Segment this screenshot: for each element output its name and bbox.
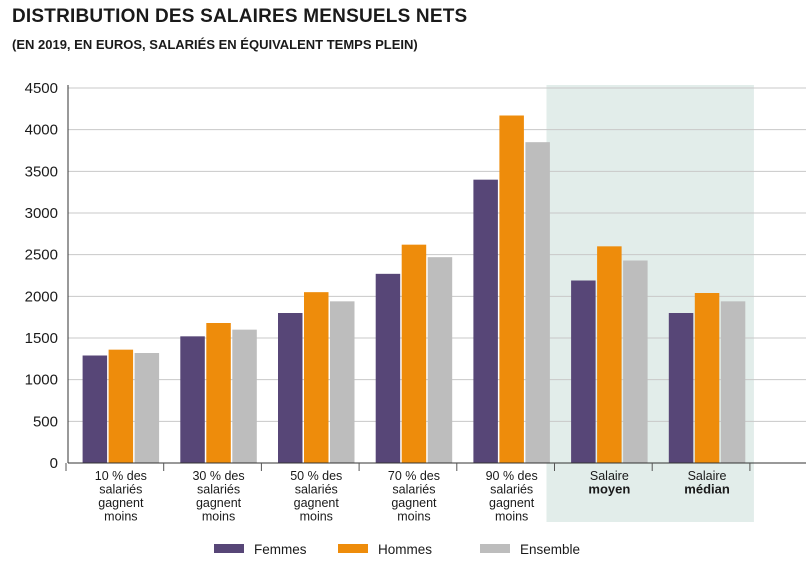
- category-label: Salaire moyen: [588, 469, 630, 497]
- category-label-line: gagnent: [391, 496, 437, 510]
- category-label-line: salariés: [99, 483, 142, 497]
- category-label-line: moins: [202, 510, 235, 524]
- y-tick-label: 0: [50, 455, 58, 472]
- category-label: 70 % des salariés gagnent moins: [388, 469, 440, 524]
- bar-femmes: [571, 280, 596, 463]
- bar-ensemble: [134, 353, 160, 463]
- category-label: 30 % des salariés gagnent moins: [192, 469, 244, 524]
- bar-ensemble: [720, 301, 746, 463]
- category-label: 10 % des salariés gagnent moins: [95, 469, 147, 524]
- bar-ensemble: [232, 329, 257, 463]
- bar-femmes: [180, 336, 205, 463]
- category-label-line: 30 % des: [192, 469, 244, 483]
- category-label-line: moins: [495, 510, 528, 524]
- bar-hommes: [304, 292, 329, 463]
- category-label: 50 % des salariés gagnent moins: [290, 469, 342, 524]
- y-tick-label: 1500: [25, 330, 58, 347]
- category-label-line: Salaire: [590, 469, 629, 483]
- legend-label-femmes: Femmes: [254, 542, 307, 557]
- category-label-line: moins: [104, 510, 137, 524]
- bar-hommes: [108, 349, 134, 463]
- y-tick-label: 500: [33, 413, 58, 430]
- legend-label-hommes: Hommes: [378, 542, 432, 557]
- y-tick-label: 2500: [25, 247, 58, 264]
- bar-ensemble: [623, 260, 648, 463]
- bar-femmes: [278, 313, 303, 463]
- y-tick-label: 4000: [25, 122, 58, 139]
- category-label-line: salariés: [295, 483, 338, 497]
- bar-ensemble: [330, 301, 355, 463]
- y-tick-label: 4500: [25, 80, 58, 97]
- category-label-line: médian: [684, 482, 730, 497]
- bar-hommes: [401, 244, 427, 463]
- legend-swatch-femmes: [214, 544, 244, 553]
- chart-subtitle: (EN 2019, EN EUROS, SALARIÉS EN ÉQUIVALE…: [12, 37, 418, 52]
- y-tick-label: 1000: [25, 372, 58, 389]
- category-label-line: 70 % des: [388, 469, 440, 483]
- chart-title: DISTRIBUTION DES SALAIRES MENSUELS NETS: [12, 6, 468, 27]
- category-label-line: salariés: [392, 483, 435, 497]
- legend-swatch-ensemble: [480, 544, 510, 553]
- category-label-line: 50 % des: [290, 469, 342, 483]
- category-label-line: salariés: [490, 483, 533, 497]
- bar-femmes: [473, 179, 498, 463]
- y-tick-label: 3500: [25, 163, 58, 180]
- category-label-line: Salaire: [688, 469, 727, 483]
- category-label-line: gagnent: [294, 496, 340, 510]
- bar-femmes: [82, 355, 108, 463]
- category-label-line: moyen: [588, 482, 630, 497]
- legend-swatch-hommes: [338, 544, 368, 553]
- y-tick-label: 2000: [25, 288, 58, 305]
- bar-ensemble: [525, 142, 550, 463]
- bar-ensemble: [427, 257, 453, 463]
- category-label-line: gagnent: [98, 496, 144, 510]
- category-label-line: moins: [300, 510, 333, 524]
- bar-hommes: [499, 115, 524, 463]
- category-label-line: gagnent: [489, 496, 535, 510]
- bar-hommes: [206, 323, 231, 463]
- bar-hommes: [597, 246, 622, 463]
- category-label-line: salariés: [197, 483, 240, 497]
- category-label-line: 10 % des: [95, 469, 147, 483]
- legend-label-ensemble: Ensemble: [520, 542, 580, 557]
- bar-hommes: [694, 293, 720, 463]
- bar-femmes: [668, 313, 694, 463]
- category-label: Salaire médian: [684, 469, 730, 497]
- category-label-line: 90 % des: [486, 469, 538, 483]
- category-label: 90 % des salariés gagnent moins: [486, 469, 538, 524]
- category-label-line: moins: [397, 510, 430, 524]
- bar-femmes: [375, 273, 401, 463]
- category-label-line: gagnent: [196, 496, 242, 510]
- y-tick-label: 3000: [25, 205, 58, 222]
